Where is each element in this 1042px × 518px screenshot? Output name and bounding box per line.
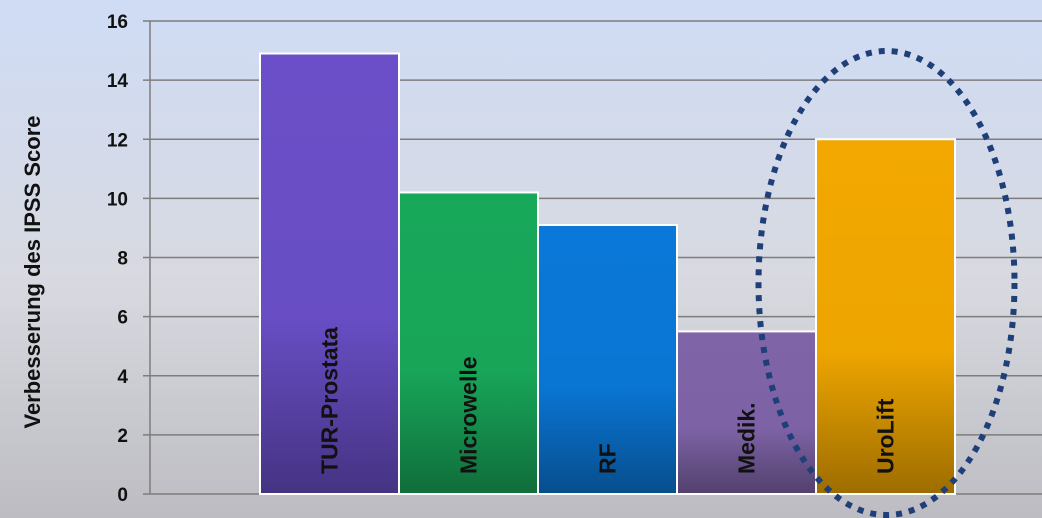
y-tick-label: 14 — [107, 71, 129, 92]
y-tick-label: 12 — [107, 130, 128, 151]
bar-shade — [678, 332, 815, 493]
y-axis-ticks: 0 2 4 6 8 10 12 14 16 — [107, 12, 150, 506]
highlight-ellipse — [755, 48, 1018, 518]
bar-label: UroLift — [873, 398, 899, 474]
y-tick-label: 0 — [117, 485, 128, 506]
y-axis-label: Verbesserung des IPSS Score — [20, 115, 45, 428]
y-tick-label: 4 — [117, 367, 128, 388]
bar-shade — [817, 140, 954, 493]
y-tick-label: 6 — [117, 308, 128, 329]
bar-label: Microwelle — [456, 356, 482, 474]
bar-shade — [400, 193, 537, 493]
bar-label: Medik. — [734, 402, 760, 474]
bar-shade — [261, 54, 398, 494]
bar-label: TUR-Prostata — [317, 327, 343, 474]
bar-labels: TUR-Prostata Microwelle RF Medik. UroLift — [317, 327, 899, 474]
y-tick-label: 2 — [117, 426, 128, 447]
y-tick-label: 10 — [107, 189, 128, 210]
bar-label: RF — [595, 443, 621, 474]
y-tick-label: 16 — [107, 12, 128, 33]
bar-shade — [539, 225, 676, 493]
y-tick-label: 8 — [117, 249, 128, 270]
bars — [259, 52, 956, 496]
